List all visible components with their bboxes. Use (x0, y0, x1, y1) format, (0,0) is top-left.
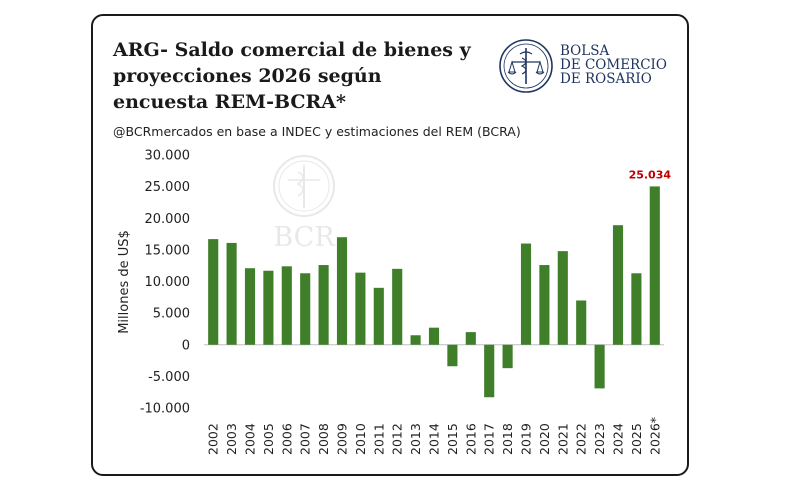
bcr-logo: BOLSA DE COMERCIO DE ROSARIO (498, 38, 676, 96)
bar-2006 (281, 266, 292, 345)
x-tick-label: 2016 (463, 423, 478, 455)
x-tick-label: 2003 (224, 423, 239, 455)
x-tick-label: 2025 (629, 423, 644, 455)
x-tick-label: 2009 (335, 423, 350, 455)
bar-2025 (631, 273, 642, 345)
chart-title: ARG- Saldo comercial de bienes y proyecc… (113, 39, 471, 113)
x-tick-label: 2002 (206, 423, 221, 455)
bar-2010 (355, 272, 366, 345)
x-tick-label: 2010 (353, 423, 368, 455)
y-tick-label: 30.000 (145, 149, 191, 164)
bar-2021 (557, 251, 568, 345)
bar-2011 (373, 287, 384, 345)
bar-2007 (300, 273, 311, 345)
x-tick-label: 2017 (482, 423, 497, 455)
bcr-watermark: BCR (273, 155, 335, 253)
x-tick-label: 2012 (390, 423, 405, 455)
logo-text: BOLSA DE COMERCIO DE ROSARIO (560, 44, 667, 86)
bar-2023 (594, 344, 605, 389)
bar-2016 (465, 332, 476, 345)
bars (204, 186, 664, 398)
x-tick-label: 2015 (445, 423, 460, 455)
bar-2017 (484, 344, 495, 398)
bar-2014 (428, 327, 440, 345)
bar-2015 (447, 344, 458, 367)
data-labels: 25.034 (629, 168, 672, 181)
bar-2003 (226, 242, 237, 345)
x-tick-label: 2008 (316, 423, 331, 455)
x-tick-label: 2024 (611, 423, 626, 455)
logo-line-1: BOLSA (560, 43, 610, 59)
logo-line-2: DE COMERCIO (560, 57, 667, 73)
x-tick-label: 2011 (371, 423, 386, 455)
y-axis-title: Millones de US$ (117, 230, 132, 334)
bar-2026* (649, 186, 660, 345)
x-tick-label: 2018 (500, 423, 515, 455)
bar-2005 (263, 270, 274, 345)
y-tick-labels: 30.000 25.000 20.000 15.000 10.000 5.000 0 -5.0… (140, 149, 190, 417)
y-tick-label: 15.000 (145, 243, 191, 258)
y-axis-title-group: Millones de US$ (117, 230, 132, 334)
x-tick-label: 2004 (243, 423, 258, 455)
bar-2002 (208, 239, 219, 345)
y-tick-label: 0 (182, 338, 190, 353)
bar-2009 (336, 237, 348, 345)
y-tick-label: -5.000 (148, 370, 190, 385)
x-tick-label: 2022 (574, 423, 589, 455)
bar-2013 (410, 335, 421, 345)
x-tick-label: 2013 (408, 423, 423, 455)
bar-2019 (520, 243, 532, 345)
y-tick-label: 10.000 (145, 275, 191, 290)
bar-2022 (576, 300, 587, 345)
bar-2012 (392, 268, 403, 345)
x-tick-label: 2019 (519, 423, 534, 455)
caduceus-scales-seal-icon (499, 39, 553, 93)
x-tick-label: 2020 (537, 423, 552, 455)
data-label: 25.034 (629, 168, 672, 181)
y-tick-label: 5.000 (153, 307, 190, 322)
y-tick-label: 25.000 (145, 180, 191, 195)
x-tick-label: 2006 (279, 423, 294, 455)
bar-2004 (244, 268, 256, 345)
y-tick-label: -10.000 (140, 402, 190, 417)
y-tick-label: 20.000 (145, 212, 191, 227)
x-tick-label: 2026* (647, 417, 662, 455)
chart-source-subtitle: @BCRmercados en base a INDEC y estimacio… (113, 124, 521, 139)
x-tick-label: 2007 (298, 423, 313, 455)
bar-2020 (539, 265, 550, 345)
bar-2018 (502, 344, 513, 369)
x-tick-label: 2023 (592, 423, 607, 455)
watermark-text: BCR (273, 222, 335, 253)
chart-card (91, 14, 689, 476)
x-tick-label: 2021 (555, 423, 570, 455)
bar-2008 (318, 265, 329, 345)
x-tick-label: 2014 (427, 423, 442, 455)
bar-2024 (612, 225, 624, 345)
x-tick-label: 2005 (261, 423, 276, 455)
logo-line-3: DE ROSARIO (560, 71, 652, 87)
x-tick-labels: 2002 2003 2004 2005 2006 2007 2008 2009 2010 2011… (206, 417, 663, 455)
